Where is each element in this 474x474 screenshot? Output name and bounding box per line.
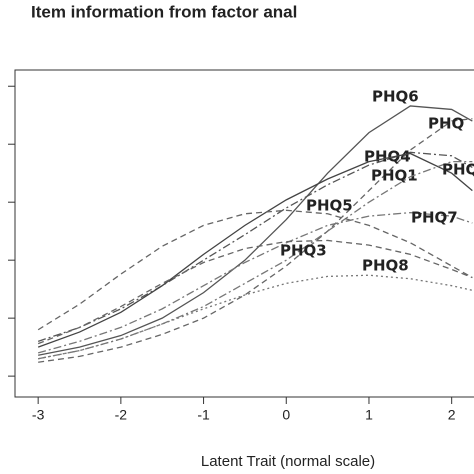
series-line (38, 274, 473, 360)
series-label: PHQ5 (306, 197, 353, 215)
series-line (37, 151, 473, 342)
series-label: PHQ6 (372, 88, 419, 106)
x-tick-label: 0 (282, 407, 290, 423)
series-line (37, 152, 473, 348)
series-line (38, 118, 473, 363)
series-label: PHQ7 (411, 209, 458, 227)
chart-title: Item information from factor anal (31, 2, 297, 21)
series-label: PHQ (442, 161, 474, 179)
series-label: PHQ3 (280, 242, 327, 260)
series-line (37, 211, 473, 354)
series-label: PHQ4 (364, 148, 411, 166)
plot-frame (14, 69, 474, 398)
x-tick-label: -3 (32, 407, 45, 423)
x-tick-label: -1 (197, 407, 210, 423)
series-label: PHQ1 (371, 167, 418, 185)
x-tick-label: 2 (448, 407, 456, 423)
series-label: PHQ8 (362, 257, 409, 275)
series-label: PHQ (428, 115, 464, 133)
x-tick-label: -2 (115, 407, 128, 423)
series-line (37, 209, 473, 331)
x-axis-label: Latent Trait (normal scale) (201, 453, 375, 470)
series-line (37, 239, 473, 345)
series-line (38, 105, 473, 356)
series-line (38, 160, 473, 360)
x-tick-label: 1 (365, 407, 373, 423)
